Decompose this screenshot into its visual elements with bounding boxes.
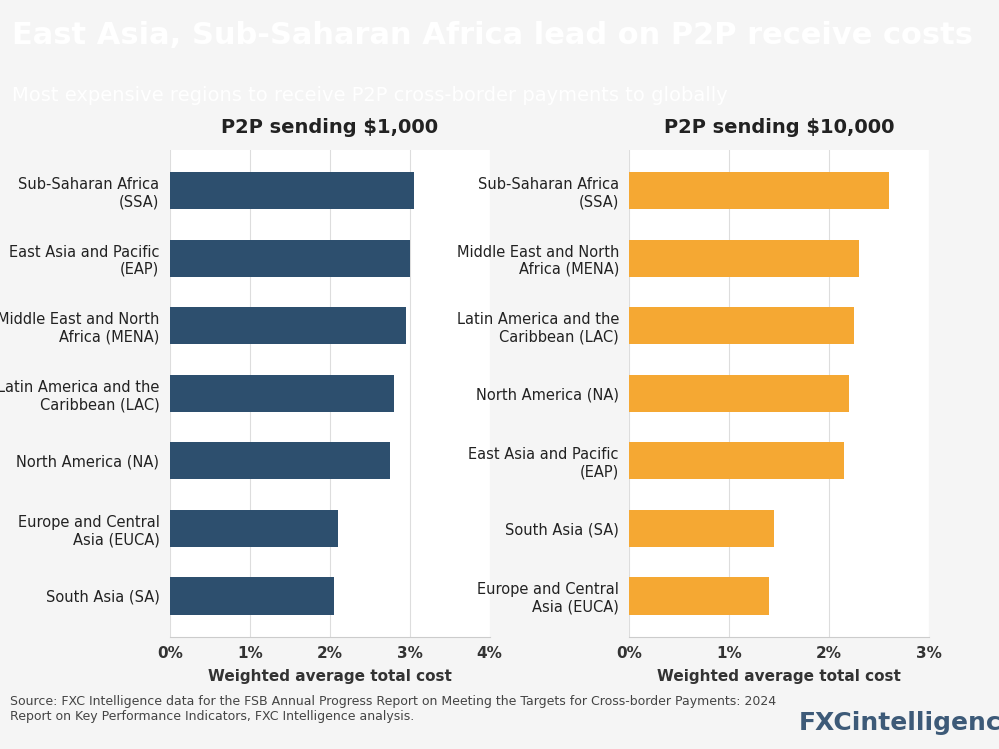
Bar — [170, 172, 414, 209]
Bar — [629, 442, 844, 479]
Bar — [629, 240, 859, 276]
Bar — [629, 172, 889, 209]
Bar — [170, 510, 338, 547]
Title: P2P sending $1,000: P2P sending $1,000 — [221, 118, 439, 137]
X-axis label: Weighted average total cost: Weighted average total cost — [657, 669, 901, 684]
Bar — [170, 442, 390, 479]
Text: Most expensive regions to receive P2P cross-border payments to globally: Most expensive regions to receive P2P cr… — [12, 86, 727, 105]
Title: P2P sending $10,000: P2P sending $10,000 — [664, 118, 894, 137]
Bar — [629, 374, 849, 412]
Text: Source: FXC Intelligence data for the FSB Annual Progress Report on Meeting the : Source: FXC Intelligence data for the FS… — [10, 695, 776, 723]
Bar — [170, 240, 410, 276]
Bar — [629, 307, 854, 345]
Bar — [629, 510, 774, 547]
Bar — [170, 307, 406, 345]
Text: East Asia, Sub-Saharan Africa lead on P2P receive costs: East Asia, Sub-Saharan Africa lead on P2… — [12, 21, 973, 50]
Text: FXCintelligence: FXCintelligence — [799, 711, 999, 735]
Bar — [170, 577, 334, 614]
X-axis label: Weighted average total cost: Weighted average total cost — [208, 669, 452, 684]
Bar — [629, 577, 769, 614]
Bar — [170, 374, 394, 412]
